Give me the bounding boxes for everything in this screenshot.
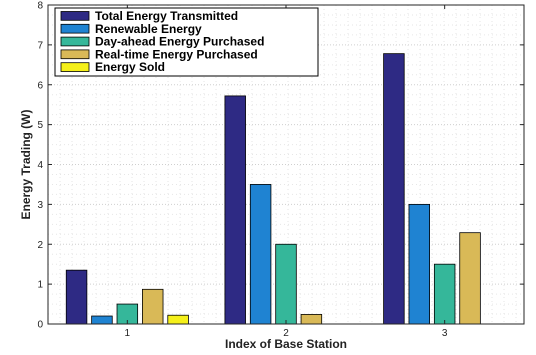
bar: [383, 53, 405, 325]
legend-label: Total Energy Transmitted: [95, 9, 238, 23]
y-tick-label: 7: [37, 40, 43, 51]
bar: [433, 263, 456, 325]
bar: [142, 288, 164, 325]
legend-label: Real-time Energy Purchased: [95, 47, 258, 61]
bar: [65, 269, 88, 325]
y-tick-label: 2: [37, 240, 43, 251]
x-axis-ticks: 1 2 3: [125, 5, 448, 339]
legend-swatch: [60, 62, 90, 72]
legend-swatch: [60, 36, 90, 47]
legend-label: Renewable Energy: [95, 22, 202, 36]
y-tick-label: 5: [37, 120, 43, 131]
legend-swatch: [60, 49, 90, 60]
bar: [408, 203, 430, 325]
legend-swatch: [60, 11, 90, 21]
bar: [91, 315, 113, 325]
y-axis-title: Energy Trading (W): [19, 109, 33, 219]
bar: [167, 314, 189, 325]
y-axis-ticks: 0 1 2 3 4 5 6 7 8: [37, 1, 524, 331]
bar: [275, 243, 297, 325]
x-tick-label: 3: [442, 328, 448, 339]
x-axis-title: Index of Base Station: [225, 337, 347, 351]
y-tick-label: 0: [37, 320, 43, 331]
y-tick-label: 1: [37, 280, 43, 291]
y-tick-label: 4: [37, 160, 43, 171]
bar: [459, 232, 481, 325]
x-tick-label: 2: [283, 328, 289, 339]
bars-group: [65, 53, 507, 325]
y-tick-label: 3: [37, 200, 43, 211]
bar: [249, 184, 272, 325]
legend-swatch: [60, 23, 90, 34]
bar: [300, 314, 323, 325]
legend-box: [54, 7, 319, 77]
legend-label: Day-ahead Energy Purchased: [95, 35, 264, 49]
bar: [224, 95, 246, 325]
y-tick-label: 8: [37, 1, 43, 12]
y-tick-label: 6: [37, 80, 43, 91]
legend-label: Energy Sold: [95, 60, 165, 74]
x-tick-label: 1: [125, 328, 131, 339]
